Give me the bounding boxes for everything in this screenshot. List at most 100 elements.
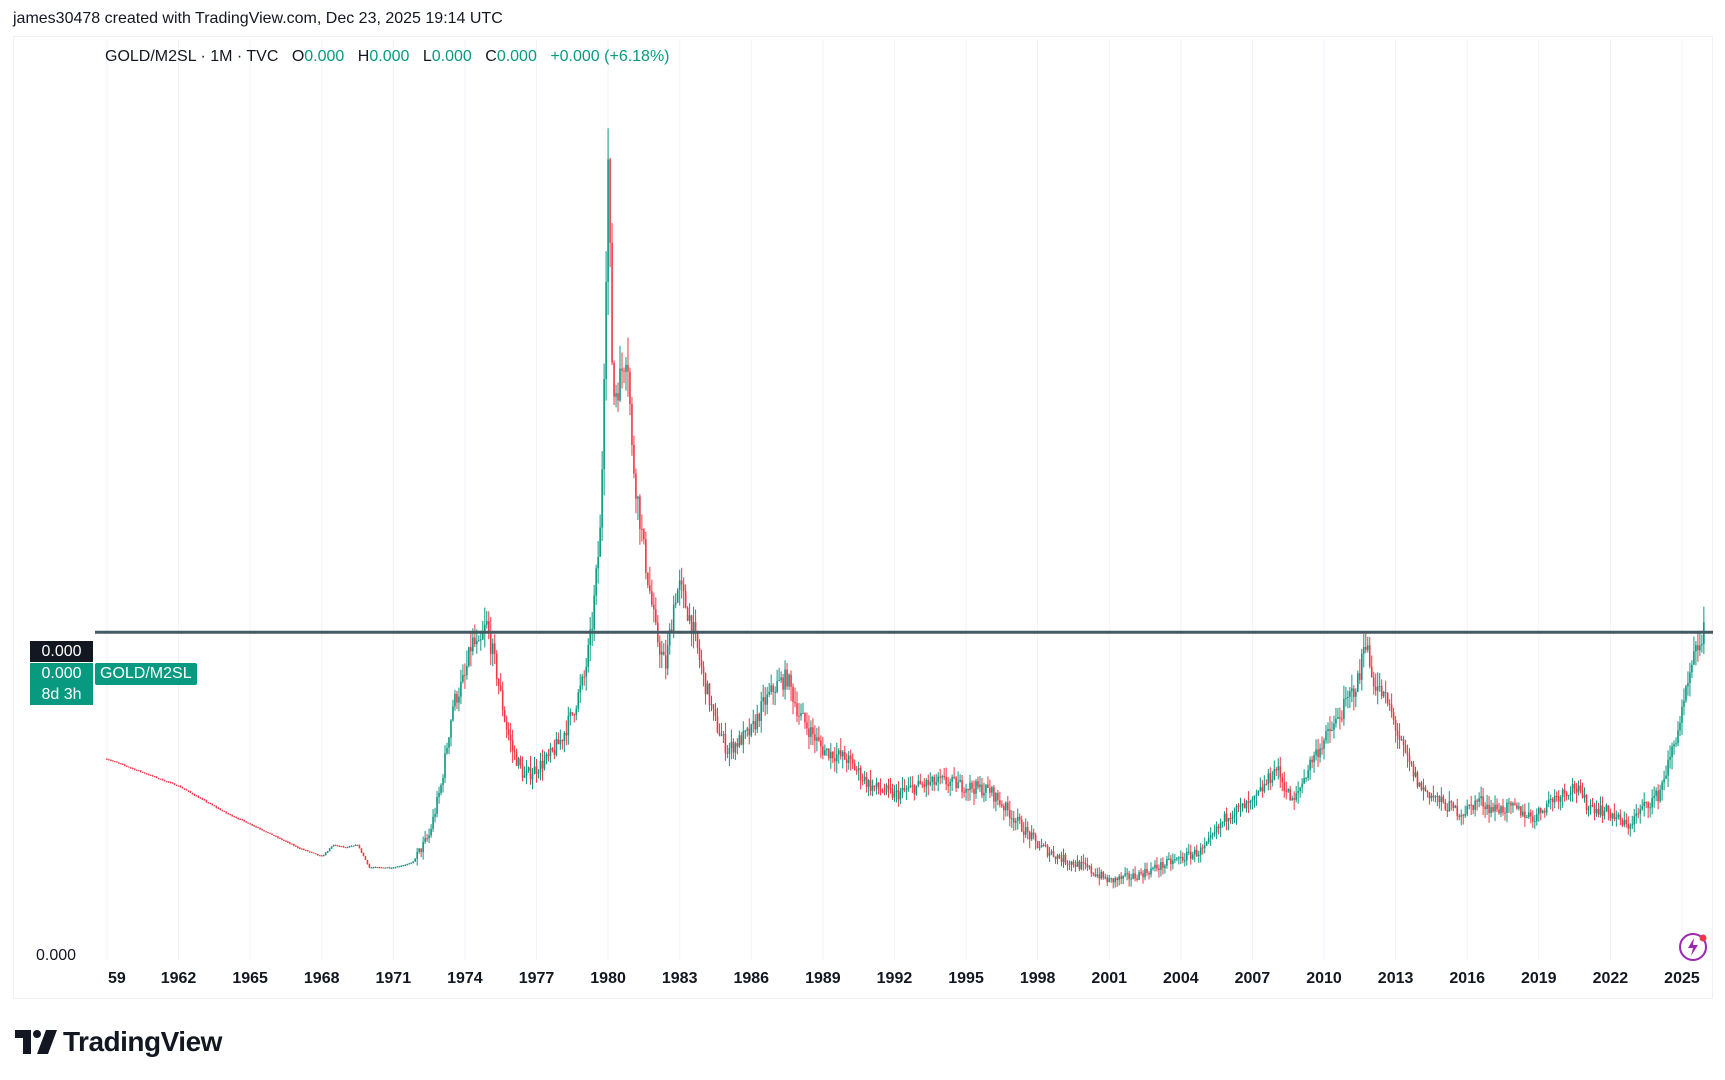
candle-body [881,790,884,793]
candle-body [1311,759,1313,763]
candle-body [312,852,315,854]
candle-body [593,595,595,629]
candle-body [301,848,303,850]
lightning-icon[interactable] [1678,932,1708,962]
candle-body [261,829,263,831]
candle-body [1653,795,1655,798]
candle-body [199,797,202,799]
x-tick-label: 1971 [375,970,412,987]
candle-body [277,836,279,838]
candle-body [828,748,830,759]
candle-body [1166,858,1168,866]
candle-body [1016,816,1019,821]
candle-body [662,651,665,656]
candle-body [1466,806,1468,815]
candle-body [1154,864,1156,869]
candle-body [1329,729,1331,732]
candle-body [581,676,584,686]
candle-body [1627,823,1630,829]
candle-body [1217,826,1220,829]
candle-body [1355,691,1357,697]
legend-open-key: O [291,48,305,65]
candle-body [585,666,588,677]
candle-body [1345,697,1347,699]
candle-body [929,781,932,785]
candle-body [505,721,508,730]
candle-body [1357,673,1359,692]
candle-body [764,697,766,705]
candle-body [742,730,745,745]
candle-body [281,838,283,840]
tradingview-brand[interactable]: TradingView [15,1026,222,1058]
candle-body [1428,792,1431,799]
candle-body [859,768,862,781]
candle-body [1510,802,1512,806]
candle-body [939,776,941,778]
candle-body [967,788,969,791]
candle-body [1494,804,1496,812]
candle-body [368,864,371,868]
candle-body [1695,645,1697,652]
candle-body [1547,799,1550,804]
candle-body [1291,798,1293,801]
legend-close-value: 0.000 [496,48,537,65]
candle-body [332,844,335,847]
candle-body [752,721,755,725]
candle-body [911,785,914,787]
candle-body [1126,873,1128,875]
candle-body [641,528,643,530]
candle-body [772,685,774,692]
candle-body [712,704,715,710]
candle-body [1180,856,1182,858]
candle-body [1219,822,1222,829]
candle-body [736,743,739,747]
candle-body [1277,766,1280,771]
candle-body [963,791,965,793]
candle-body [561,740,564,742]
candle-body [824,750,826,756]
candle-body [360,848,363,853]
candle-body [285,840,287,842]
candle-body [565,732,568,736]
candle-body [446,747,448,754]
candle-body [1408,755,1411,763]
candle-body [131,768,134,770]
candle-body [1440,796,1443,803]
candle-body [1619,814,1622,820]
candle-body [237,817,239,820]
candle-body [804,712,806,723]
candle-body [987,784,989,788]
candle-body [1683,700,1685,707]
candle-body [1621,819,1624,826]
candle-body [273,835,275,837]
candle-body [710,704,713,706]
price-chart[interactable] [0,0,1725,1000]
legend-low-key: L [422,48,432,65]
candle-body [611,242,613,363]
candle-body [919,780,922,785]
candle-body [1625,819,1628,824]
candle-body [1080,861,1083,870]
candle-body [1512,803,1514,806]
time-axis[interactable]: 59 1962 1965 1968 1971 1974 1977 1980 1983 1986 19… [0,970,1725,992]
candle-body [287,841,289,843]
candle-body [1100,871,1103,879]
candle-body [841,751,844,757]
candle-body [1679,722,1681,731]
candle-body [545,754,548,761]
candle-body [493,643,496,654]
candle-body [1267,773,1270,785]
candle-body [414,858,416,862]
candle-body [947,784,949,786]
series-name-tag[interactable]: GOLD/M2SL [95,663,197,685]
candle-body [1303,778,1305,784]
candle-body [120,763,122,765]
candle-body [1056,855,1059,860]
candle-body [1124,873,1126,876]
candle-body [362,852,365,857]
legend-symbol[interactable]: GOLD/M2SL · 1M · TVC [105,48,279,65]
candle-body [1567,795,1570,797]
candle-body [1122,875,1124,879]
candle-body [476,640,478,645]
candle-body [704,673,707,695]
